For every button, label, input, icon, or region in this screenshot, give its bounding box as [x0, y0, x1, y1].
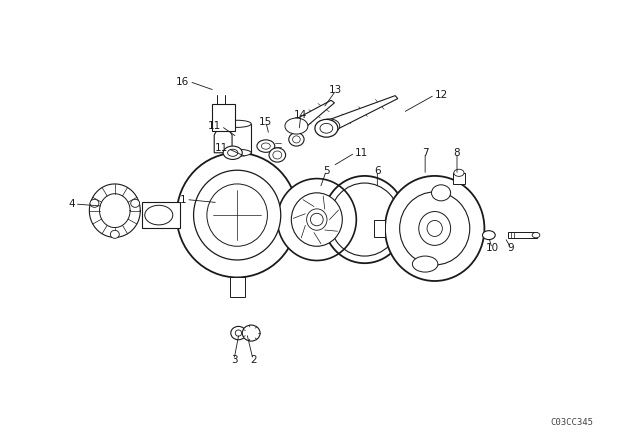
Ellipse shape [319, 119, 340, 133]
Ellipse shape [223, 149, 251, 156]
Ellipse shape [419, 211, 451, 246]
Text: 9: 9 [508, 243, 515, 254]
Ellipse shape [299, 207, 322, 223]
Text: 7: 7 [422, 148, 428, 158]
Ellipse shape [320, 123, 333, 133]
Text: C03CC345: C03CC345 [550, 418, 593, 426]
Ellipse shape [177, 153, 298, 277]
Text: 8: 8 [454, 148, 460, 158]
Text: 6: 6 [374, 166, 381, 176]
Text: 16: 16 [176, 77, 189, 86]
Ellipse shape [145, 205, 173, 225]
Text: 11: 11 [214, 143, 228, 153]
Ellipse shape [193, 170, 281, 260]
Polygon shape [452, 173, 465, 184]
Ellipse shape [236, 330, 242, 336]
Ellipse shape [427, 220, 442, 237]
Text: 14: 14 [294, 110, 307, 120]
Ellipse shape [110, 230, 119, 238]
Text: 3: 3 [230, 355, 237, 365]
Ellipse shape [292, 136, 300, 143]
Ellipse shape [532, 233, 540, 238]
Text: 11: 11 [208, 121, 221, 131]
Polygon shape [141, 202, 180, 228]
Polygon shape [223, 124, 251, 153]
Ellipse shape [385, 176, 484, 281]
Text: 1: 1 [180, 194, 186, 205]
Ellipse shape [273, 151, 282, 159]
Polygon shape [214, 130, 232, 153]
Ellipse shape [207, 184, 268, 246]
Ellipse shape [243, 325, 260, 341]
Text: 12: 12 [435, 90, 448, 100]
Ellipse shape [277, 179, 356, 260]
Text: 10: 10 [486, 243, 499, 254]
Polygon shape [508, 233, 537, 238]
Polygon shape [325, 95, 398, 131]
Polygon shape [374, 220, 385, 237]
Ellipse shape [261, 143, 270, 149]
Ellipse shape [431, 185, 451, 201]
Text: 4: 4 [68, 199, 75, 209]
Ellipse shape [399, 192, 470, 265]
Ellipse shape [257, 140, 275, 152]
Polygon shape [212, 104, 235, 130]
Ellipse shape [310, 213, 323, 226]
Ellipse shape [291, 193, 342, 246]
Ellipse shape [223, 146, 243, 159]
Ellipse shape [483, 231, 495, 240]
Text: 11: 11 [355, 148, 368, 158]
Text: 5: 5 [323, 166, 330, 176]
Ellipse shape [269, 148, 285, 162]
Ellipse shape [231, 327, 246, 340]
Ellipse shape [315, 119, 338, 137]
Ellipse shape [307, 209, 327, 230]
Text: 13: 13 [330, 86, 342, 95]
Ellipse shape [90, 199, 99, 207]
Polygon shape [298, 204, 323, 226]
Ellipse shape [223, 120, 251, 127]
Ellipse shape [285, 118, 308, 134]
Ellipse shape [131, 199, 140, 207]
Polygon shape [230, 277, 245, 297]
Ellipse shape [228, 149, 238, 156]
Ellipse shape [289, 133, 304, 146]
Text: 15: 15 [259, 116, 273, 127]
Text: 2: 2 [250, 355, 257, 365]
Polygon shape [291, 100, 335, 130]
Ellipse shape [412, 256, 438, 272]
Ellipse shape [454, 169, 464, 177]
